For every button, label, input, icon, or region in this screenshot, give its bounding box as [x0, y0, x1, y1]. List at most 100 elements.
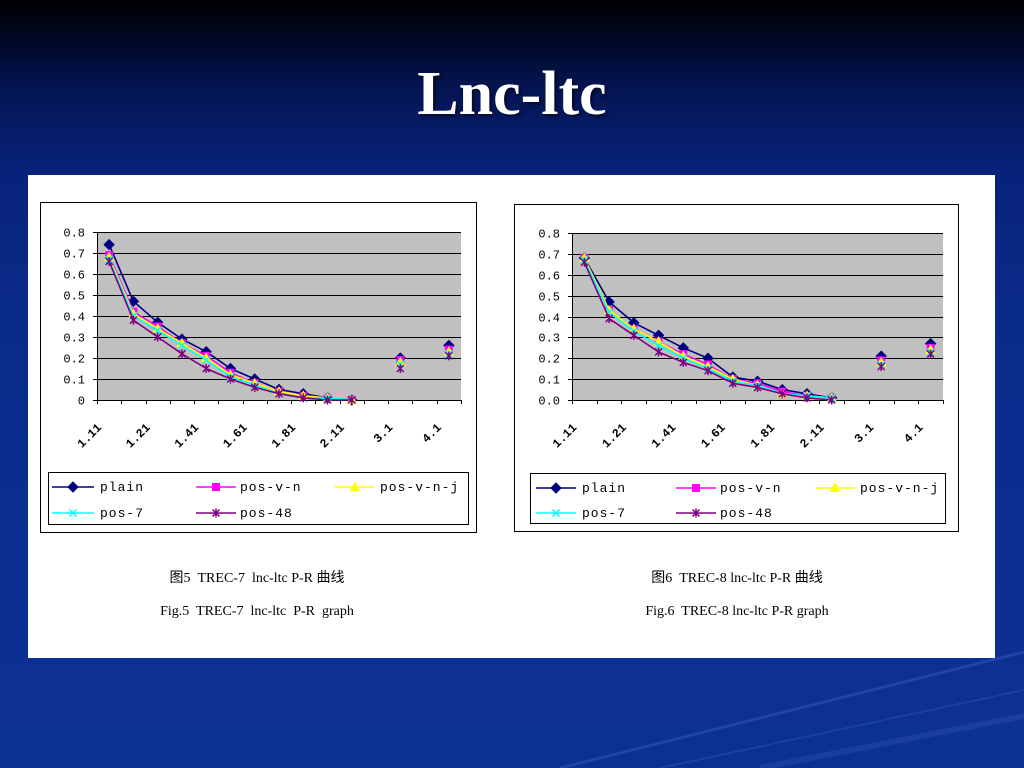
pos-48-data-point [580, 257, 589, 267]
pos-48-data-point [274, 389, 284, 399]
legend-label: pos-v-n-j [860, 481, 939, 496]
legend-marker [550, 482, 562, 494]
pos-48-line-segment [608, 317, 635, 336]
plain-line-segment [205, 351, 231, 370]
pos-48-data-point [226, 374, 235, 384]
legend-marker [691, 508, 701, 518]
pos-7-line-segment [157, 330, 183, 347]
series-pos-48 [105, 256, 453, 405]
pos-7-data-point [177, 341, 186, 350]
figure-caption-cn: 图5 TREC-7 lnc-ltc P-R 曲线 [170, 570, 345, 586]
y-tick-label: 0.6 [538, 270, 560, 284]
pos-48-line-segment [205, 367, 231, 380]
pos-48-line-segment [254, 386, 280, 395]
y-tick-label: 0.0 [538, 395, 560, 409]
legend-label: pos-48 [720, 506, 773, 521]
legend-label: plain [100, 480, 144, 495]
pos-48-line-segment [782, 392, 808, 399]
pos-48-data-point [347, 395, 356, 405]
plain-line-segment [707, 357, 734, 378]
plain-line-segment [108, 244, 135, 302]
pos-7-line-segment [682, 357, 709, 370]
pos-48-data-point [153, 332, 162, 342]
legend: plain pos-v-n pos-v-n-j pos-7 pos-48 [48, 472, 469, 525]
pos-v-n-line-segment [682, 353, 709, 366]
y-tick-label: 0 [78, 395, 85, 409]
pos-48-data-point [177, 349, 186, 359]
legend-label: pos-7 [100, 506, 144, 521]
pos-48-line-segment [732, 382, 758, 389]
pos-7-line-segment [806, 395, 832, 399]
pos-v-n-j-line-segment [108, 256, 135, 315]
pos-48-line-segment [132, 319, 159, 338]
pos-48-data-point [202, 364, 211, 373]
pos-48-data-point [704, 366, 713, 376]
pos-48-data-point [753, 382, 762, 392]
pos-v-n-j-line-segment [254, 382, 280, 393]
legend-marker [829, 482, 841, 492]
plain-line-segment [181, 338, 207, 353]
pos-48-line-segment [230, 378, 255, 389]
figure-panel: 0.8 0.7 0.6 0.5 0.4 0.3 0.2 0.1 0 1.11 1.21 1.41 1.6… [28, 175, 995, 658]
plain-data-point [127, 295, 140, 308]
pos-v-n-line-segment [757, 382, 783, 393]
plain-line-segment [682, 347, 709, 359]
pos-48-line-segment [157, 336, 183, 355]
pos-48-data-point [444, 351, 453, 361]
legend-marker [212, 483, 220, 491]
pos-v-n-j-line-segment [583, 257, 610, 311]
y-tick-label: 0.5 [63, 290, 85, 304]
slide-title: Lnc-ltc [417, 60, 607, 128]
background-streak [759, 713, 1024, 768]
pos-48-line-segment [707, 370, 734, 385]
pos-v-n-line-segment [205, 355, 231, 374]
pos-48-data-point [728, 378, 737, 388]
pos-v-n-j-line-segment [278, 390, 304, 397]
pos-v-n-j-line-segment [682, 355, 709, 368]
pos-48-line-segment [757, 386, 783, 395]
pr-graphs: 0.80.70.60.50.40.30.20.101.11 1.21 1.41 1.6… [40, 202, 959, 619]
legend-label: pos-v-n [240, 480, 302, 495]
y-tick-label: 0.5 [538, 291, 560, 305]
legend-marker [67, 481, 79, 493]
pos-48-data-point [629, 330, 638, 340]
pos-48-data-point [654, 347, 663, 357]
pos-48-data-point [926, 349, 935, 359]
pos-7-line-segment [230, 376, 255, 387]
figure-caption-en: Fig.6 TREC-8 lnc-ltc P-R graph [645, 604, 828, 619]
pos-48-line-segment [303, 397, 328, 401]
pos-7-line-segment [707, 367, 734, 382]
pos-48-line-segment [278, 392, 304, 399]
chart-2: 0.80.70.60.50.40.30.20.10.01.11 1.21 1.41 1… [514, 204, 959, 619]
legend-marker [692, 484, 700, 492]
y-tick-label: 0.7 [538, 249, 560, 263]
plain-line-segment [157, 321, 183, 340]
chart-1: 0.80.70.60.50.40.30.20.101.11 1.21 1.41 1.6… [40, 202, 477, 619]
pos-48-data-point [105, 256, 114, 266]
pos-7-line-segment [583, 259, 610, 313]
pos-48-data-point [250, 382, 259, 392]
pos-48-data-point [396, 364, 405, 373]
y-tick-label: 0.4 [63, 311, 85, 325]
pos-v-n-j-line-segment [230, 374, 255, 384]
pos-7-line-segment [658, 345, 684, 359]
y-tick-label: 0.7 [63, 248, 85, 262]
y-tick-label: 0.8 [63, 227, 85, 241]
pos-48-data-point [129, 315, 138, 325]
pos-48-data-point [299, 393, 308, 403]
legend-label: pos-v-n-j [380, 480, 459, 495]
pos-v-n-line-segment [132, 311, 159, 328]
legend-label: plain [582, 481, 626, 496]
pos-7-line-segment [633, 330, 659, 347]
pos-48-data-point [877, 362, 886, 372]
pos-7-line-segment [205, 359, 231, 378]
legend-label: pos-7 [582, 506, 626, 521]
y-tick-label: 0.2 [538, 353, 560, 367]
plain-line-segment [254, 378, 280, 391]
y-tick-label: 0.1 [538, 374, 560, 388]
legend-box [530, 473, 946, 524]
pos-48-data-point [605, 314, 614, 324]
pos-7-line-segment [181, 344, 207, 361]
